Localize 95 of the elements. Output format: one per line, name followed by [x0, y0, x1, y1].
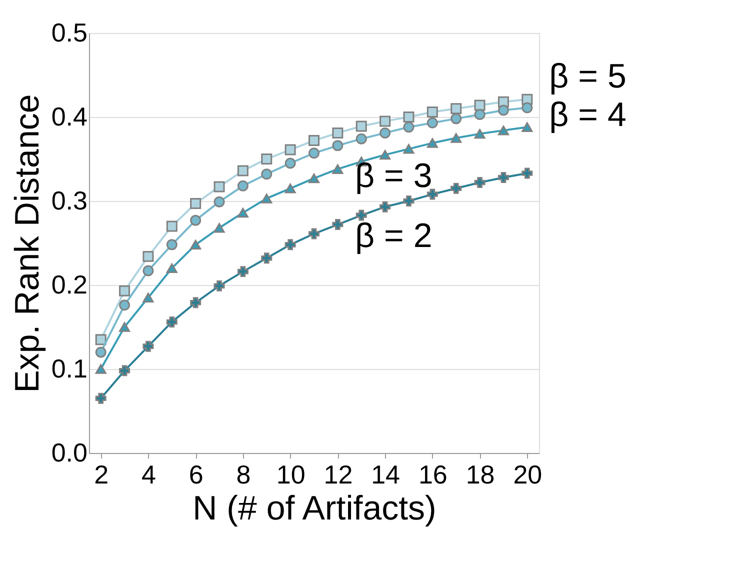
point	[332, 219, 344, 230]
point	[284, 184, 296, 194]
y-tick-label: 0.0	[51, 438, 88, 468]
point	[214, 196, 225, 208]
x-tick-label: 18	[466, 460, 495, 490]
point	[426, 138, 438, 148]
x-tick-label: 20	[513, 460, 542, 490]
x-tick-label: 16	[418, 460, 448, 490]
series-label: β = 5	[549, 57, 626, 96]
point	[426, 188, 438, 200]
point	[474, 100, 486, 111]
x-tick-label: 2	[94, 460, 109, 490]
point	[119, 322, 130, 332]
point	[450, 133, 462, 143]
point	[380, 150, 391, 160]
point	[332, 164, 344, 174]
point	[95, 334, 106, 346]
x-tick-label: 10	[276, 460, 306, 490]
y-axis-title: Exp. Rank Distance	[8, 94, 46, 393]
x-axis-title: N (# of Artifacts)	[192, 490, 436, 528]
x-tick-label: 14	[371, 460, 400, 490]
point	[308, 173, 320, 184]
series-label: β = 4	[549, 96, 626, 134]
point	[142, 265, 154, 276]
point	[119, 285, 130, 296]
point	[403, 196, 414, 206]
point	[190, 214, 202, 226]
point	[284, 144, 296, 156]
point	[380, 116, 391, 127]
point	[474, 177, 486, 188]
point	[474, 128, 486, 139]
point	[498, 172, 509, 183]
x-tick-label: 12	[324, 460, 353, 490]
point	[403, 122, 414, 133]
point	[332, 140, 344, 152]
point	[308, 148, 320, 159]
point	[284, 158, 296, 169]
point	[522, 102, 533, 114]
point	[95, 364, 106, 374]
point	[356, 120, 367, 132]
point	[261, 168, 272, 180]
point	[237, 266, 248, 278]
point	[403, 112, 414, 122]
point	[214, 181, 225, 192]
y-tick-label: 0.5	[51, 18, 88, 48]
point	[142, 340, 154, 352]
point	[474, 108, 486, 120]
point	[119, 300, 130, 311]
point	[450, 103, 462, 114]
point	[214, 280, 225, 292]
point	[95, 392, 106, 404]
y-tick-label: 0.4	[51, 102, 88, 132]
series-label: β = 2	[355, 216, 432, 255]
y-tick-label: 0.2	[51, 270, 88, 300]
point	[522, 168, 533, 179]
point	[380, 201, 391, 212]
point	[190, 240, 202, 250]
x-tick-label: 8	[236, 460, 251, 490]
point	[166, 316, 178, 328]
x-tick-label: 4	[141, 460, 156, 490]
point	[522, 122, 533, 132]
point	[237, 165, 248, 176]
point	[237, 208, 248, 218]
point	[332, 127, 344, 138]
point	[426, 106, 438, 118]
point	[95, 346, 106, 358]
x-tick-label: 6	[188, 460, 204, 490]
point	[308, 228, 320, 240]
point	[142, 250, 154, 262]
point	[498, 104, 509, 116]
point	[498, 126, 509, 136]
point	[356, 210, 367, 221]
point	[261, 194, 272, 204]
y-tick-label: 0.3	[51, 186, 88, 216]
point	[308, 135, 320, 146]
point	[190, 198, 202, 210]
point	[284, 239, 296, 250]
point	[166, 239, 178, 250]
point	[142, 292, 154, 302]
point	[190, 297, 202, 308]
point	[119, 365, 130, 376]
point	[450, 182, 462, 194]
point	[237, 180, 248, 192]
point	[450, 113, 462, 124]
series-label: β = 3	[355, 156, 432, 195]
point	[214, 223, 225, 233]
point	[166, 220, 178, 232]
point	[380, 127, 391, 138]
y-tick-label: 0.1	[51, 354, 88, 384]
point	[261, 154, 272, 164]
point	[403, 144, 414, 154]
point	[166, 263, 178, 274]
point	[261, 252, 272, 264]
point	[356, 133, 367, 144]
point	[426, 117, 438, 128]
